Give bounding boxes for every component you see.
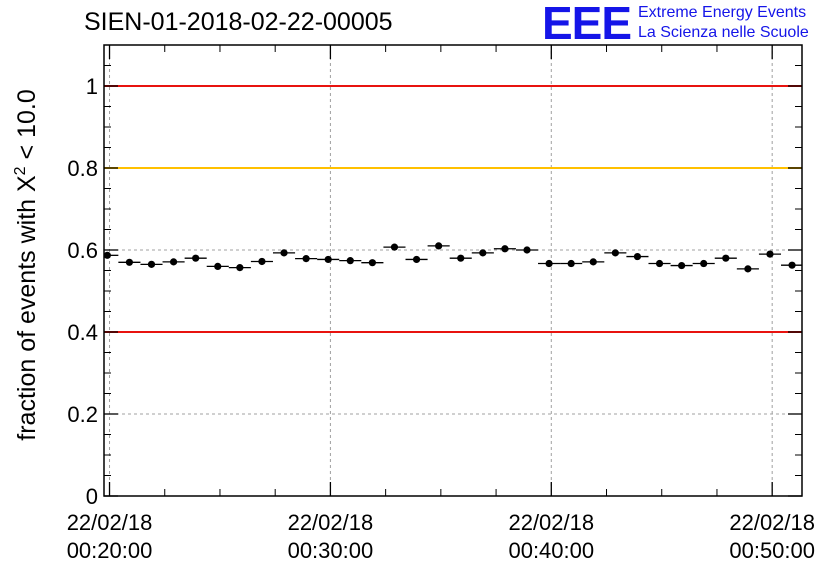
data-point-12 — [361, 259, 384, 267]
data-point-marker-8 — [280, 249, 288, 257]
data-point-10 — [317, 255, 340, 264]
data-point-marker-18 — [501, 245, 509, 253]
y-tick-label-4: 0.8 — [67, 156, 98, 181]
x-tick-label-time-2: 00:40:00 — [508, 538, 594, 563]
x-tick-label-time-3: 00:50:00 — [729, 538, 815, 563]
eee-logo-text: Extreme Energy Events La Scienza nelle S… — [638, 3, 809, 43]
data-point-0 — [103, 251, 119, 259]
data-point-marker-1 — [125, 258, 134, 266]
data-point-marker-13 — [390, 243, 399, 251]
logo-line-1: Extreme Energy Events — [638, 4, 807, 21]
data-point-26 — [670, 261, 693, 270]
y-label-superscript: 2 — [12, 166, 29, 175]
data-point-11 — [339, 257, 362, 265]
data-point-marker-30 — [766, 250, 774, 258]
y-tick-label-3: 0.6 — [67, 238, 98, 263]
data-point-marker-0 — [103, 251, 111, 259]
data-point-marker-3 — [169, 258, 178, 266]
y-tick-label-2: 0.4 — [67, 320, 98, 345]
data-point-19 — [515, 246, 539, 254]
y-label-after: < 10.0 — [13, 89, 41, 166]
x-tick-label-date-0: 22/02/18 — [67, 510, 153, 535]
data-point-marker-24 — [633, 252, 642, 261]
x-tick-label-time-1: 00:30:00 — [288, 538, 374, 563]
data-point-16 — [449, 254, 472, 262]
x-tick-label-time-0: 00:20:00 — [67, 538, 153, 563]
data-point-2 — [140, 260, 163, 268]
data-point-marker-21 — [567, 259, 575, 268]
data-points — [103, 242, 802, 273]
data-point-22 — [582, 258, 605, 266]
data-point-9 — [295, 255, 318, 263]
y-axis-label: fraction of events with X2 < 10.0 — [12, 89, 41, 440]
data-point-7 — [250, 257, 273, 266]
data-point-3 — [162, 258, 185, 266]
data-point-31 — [781, 261, 802, 269]
y-tick-label-0: 0 — [86, 484, 98, 509]
plot-frame — [103, 44, 803, 497]
data-point-6 — [228, 264, 251, 272]
data-point-13 — [383, 243, 406, 251]
data-point-28 — [714, 254, 737, 262]
data-point-marker-5 — [214, 262, 222, 270]
data-point-marker-20 — [545, 259, 553, 268]
data-point-marker-22 — [589, 258, 597, 266]
data-point-14 — [405, 255, 428, 264]
data-point-marker-6 — [236, 264, 244, 272]
data-point-20 — [538, 259, 561, 268]
data-point-marker-9 — [302, 255, 310, 263]
data-point-marker-14 — [412, 255, 421, 264]
eee-logo: EEE — [542, 0, 632, 49]
data-point-marker-19 — [523, 246, 531, 254]
data-point-21 — [560, 259, 583, 268]
y-label-before: fraction of events with — [13, 192, 41, 441]
data-point-marker-2 — [147, 260, 156, 268]
x-tick-label-date-2: 22/02/18 — [508, 510, 594, 535]
data-point-30 — [758, 250, 782, 258]
data-point-25 — [648, 259, 671, 268]
data-point-1 — [118, 258, 141, 266]
data-point-marker-25 — [655, 259, 664, 268]
data-point-marker-15 — [435, 242, 443, 250]
data-point-marker-7 — [258, 257, 266, 266]
data-point-29 — [736, 265, 759, 273]
data-point-marker-12 — [368, 259, 376, 267]
chart-title: SIEN-01-2018-02-22-00005 — [84, 8, 393, 36]
data-point-marker-31 — [788, 261, 796, 269]
axis-labels: 0 0.2 0.4 0.6 0.8 1 22/02/18 00:20:00 22/02/18 00… — [67, 74, 815, 563]
data-point-27 — [692, 259, 715, 268]
x-tick-label-date-3: 22/02/18 — [729, 510, 815, 535]
data-point-marker-23 — [611, 249, 619, 257]
data-point-5 — [206, 262, 229, 270]
logo-line-2: La Scienza nelle Scuole — [638, 24, 809, 41]
data-point-marker-10 — [324, 255, 332, 264]
data-point-marker-16 — [457, 254, 465, 262]
data-point-8 — [272, 249, 296, 257]
data-point-17 — [471, 249, 494, 257]
axis-ticks — [104, 44, 802, 497]
data-point-marker-28 — [722, 254, 730, 262]
data-point-15 — [427, 242, 450, 250]
data-point-18 — [493, 245, 516, 253]
data-point-marker-4 — [192, 254, 200, 262]
data-point-24 — [626, 252, 649, 261]
reference-lines — [104, 85, 802, 333]
y-label-symbol: X — [13, 175, 41, 192]
data-point-marker-26 — [678, 261, 686, 270]
x-tick-label-date-1: 22/02/18 — [288, 510, 374, 535]
data-point-marker-17 — [479, 249, 487, 257]
data-point-23 — [604, 249, 627, 257]
data-point-marker-11 — [346, 257, 354, 265]
y-tick-label-1: 0.2 — [67, 402, 98, 427]
data-point-4 — [184, 254, 207, 262]
data-point-marker-29 — [744, 265, 752, 273]
y-tick-label-5: 1 — [86, 74, 98, 99]
data-point-marker-27 — [700, 259, 708, 268]
grid-layer — [104, 45, 802, 496]
